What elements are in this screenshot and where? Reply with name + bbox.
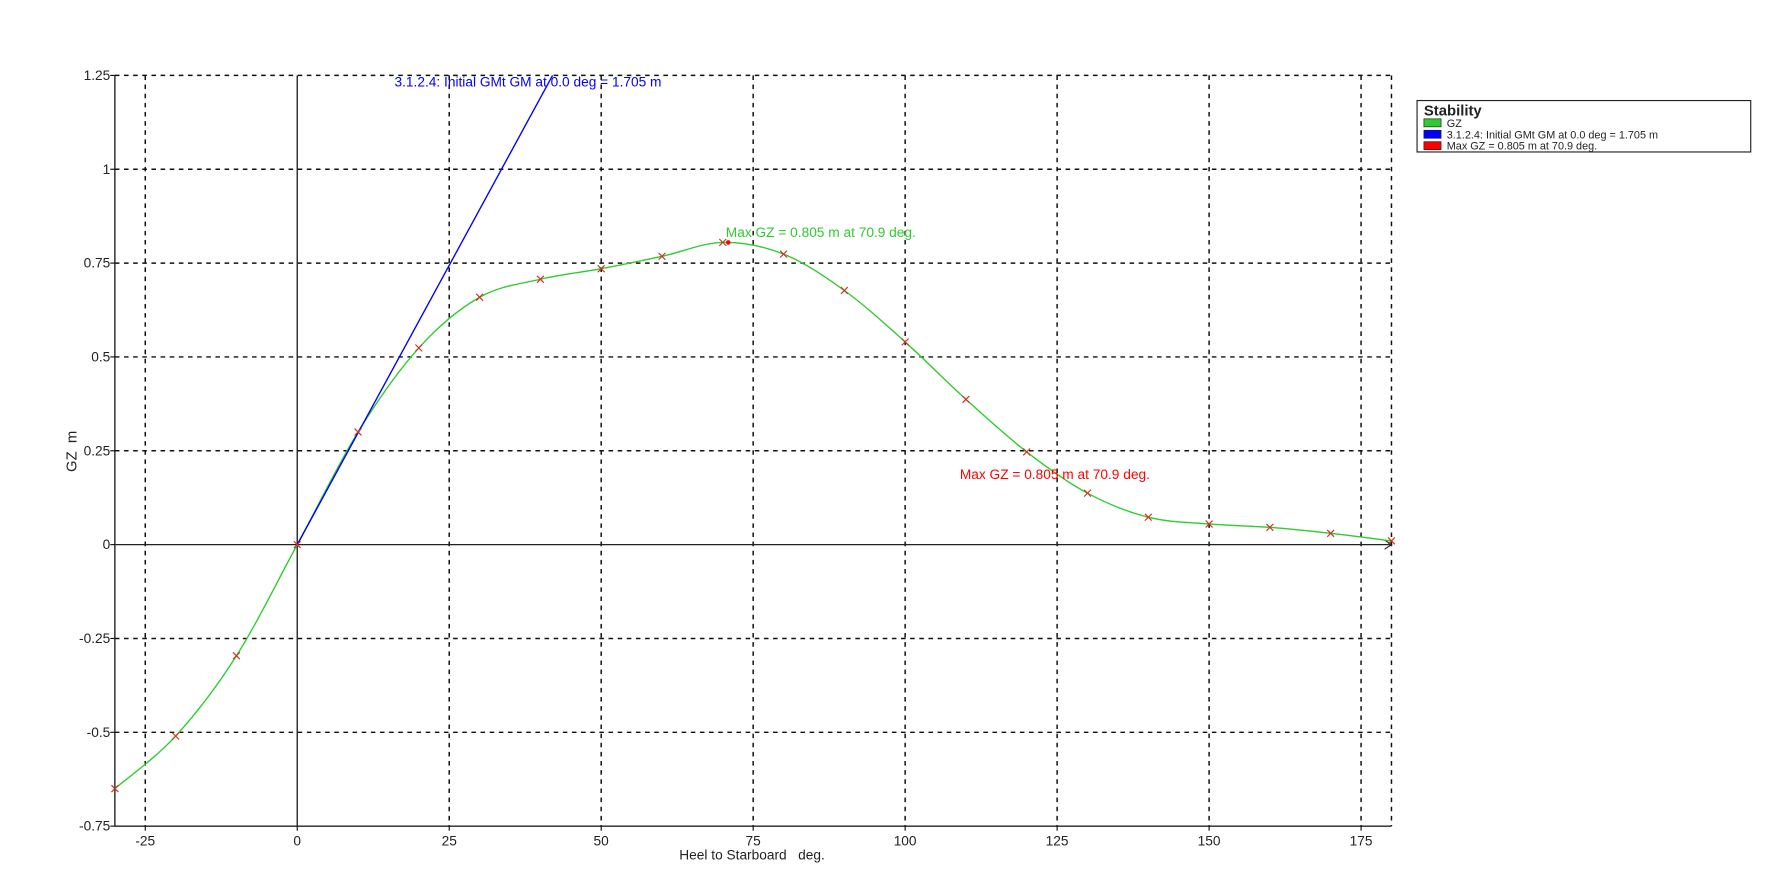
gz-data-point bbox=[1326, 529, 1335, 538]
annotation-label: Max GZ = 0.805 m at 70.9 deg. bbox=[960, 467, 1150, 482]
legend: Stability GZ3.1.2.4: Initial GMt GM at 0… bbox=[1416, 99, 1752, 153]
gz-data-point bbox=[354, 428, 362, 436]
gz-data-point bbox=[658, 252, 666, 261]
x-tick-label: 150 bbox=[1198, 834, 1221, 849]
x-axis-label: Heel to Starboard deg. bbox=[679, 847, 824, 862]
legend-box bbox=[1416, 99, 1752, 153]
series bbox=[111, 75, 1396, 793]
gz-data-point bbox=[1083, 489, 1092, 498]
tick-labels: -25 0 25 50 75 100 125 150 175 -0.75 -0.5 -0.25 0 0.2… bbox=[79, 68, 1373, 849]
gz-data-point bbox=[1144, 513, 1153, 522]
gz-data-point bbox=[901, 338, 909, 346]
y-tick-label: 0 bbox=[103, 537, 111, 552]
x-tick-label: -25 bbox=[135, 834, 155, 849]
gz-data-point bbox=[1022, 448, 1031, 456]
gz-data-point bbox=[1387, 537, 1396, 545]
annotations: 3.1.2.4: Initial GMt GM at 0.0 deg = 1.7… bbox=[395, 75, 1150, 482]
gz-data-point bbox=[1266, 523, 1274, 532]
legend-swatch bbox=[1423, 129, 1442, 139]
x-tick-label: 100 bbox=[894, 834, 917, 849]
grid bbox=[114, 74, 1393, 827]
annotation-label: Max GZ = 0.805 m at 70.9 deg. bbox=[726, 225, 916, 240]
y-tick-label: -0.25 bbox=[79, 631, 111, 646]
x-axis-arrow-icon bbox=[1384, 539, 1393, 550]
y-tick-label: -0.75 bbox=[79, 819, 111, 834]
gz-data-point bbox=[475, 293, 484, 302]
legend-title: Stability bbox=[1424, 103, 1482, 119]
legend-entry: GZ bbox=[1447, 118, 1462, 130]
gz-data-point bbox=[536, 275, 545, 284]
y-tick-label: 0.75 bbox=[84, 256, 111, 271]
annotation-label: 3.1.2.4: Initial GMt GM at 0.0 deg = 1.7… bbox=[395, 75, 662, 90]
y-tick-label: 0.25 bbox=[84, 443, 111, 458]
gz-data-point bbox=[111, 784, 119, 793]
y-tick-label: 0.5 bbox=[91, 350, 110, 365]
x-tick-label: 0 bbox=[293, 834, 301, 849]
x-tick-label: 175 bbox=[1350, 834, 1373, 849]
gz-data-point bbox=[414, 344, 423, 352]
legend-swatch bbox=[1423, 141, 1442, 151]
gz-data-point bbox=[597, 264, 606, 273]
x-tick-label: 125 bbox=[1046, 834, 1069, 849]
y-axis-label: GZ m bbox=[65, 431, 81, 472]
gz-data-point bbox=[779, 250, 788, 258]
y-tick-label: 1 bbox=[103, 162, 111, 177]
legend-entry: 3.1.2.4: Initial GMt GM at 0.0 deg = 1.7… bbox=[1447, 129, 1658, 141]
x-tick-label: 25 bbox=[442, 834, 458, 849]
gz-data-point bbox=[232, 651, 241, 660]
max-gz-point bbox=[725, 240, 731, 245]
legend-entry: Max GZ = 0.805 m at 70.9 deg. bbox=[1447, 141, 1597, 153]
gz-data-point bbox=[962, 395, 970, 404]
legend-swatch bbox=[1423, 118, 1442, 128]
initial-gm-line bbox=[296, 75, 554, 545]
gz-data-point bbox=[840, 286, 849, 295]
x-tick-label: 75 bbox=[746, 834, 762, 849]
gz-data-point bbox=[293, 540, 302, 549]
y-tick-label: -0.5 bbox=[87, 725, 111, 740]
x-tick-label: 50 bbox=[594, 834, 610, 849]
y-tick-label: 1.25 bbox=[84, 68, 111, 83]
gz-data-point bbox=[171, 732, 180, 740]
gz-data-point bbox=[1205, 520, 1213, 528]
gz-data-point bbox=[718, 238, 727, 247]
